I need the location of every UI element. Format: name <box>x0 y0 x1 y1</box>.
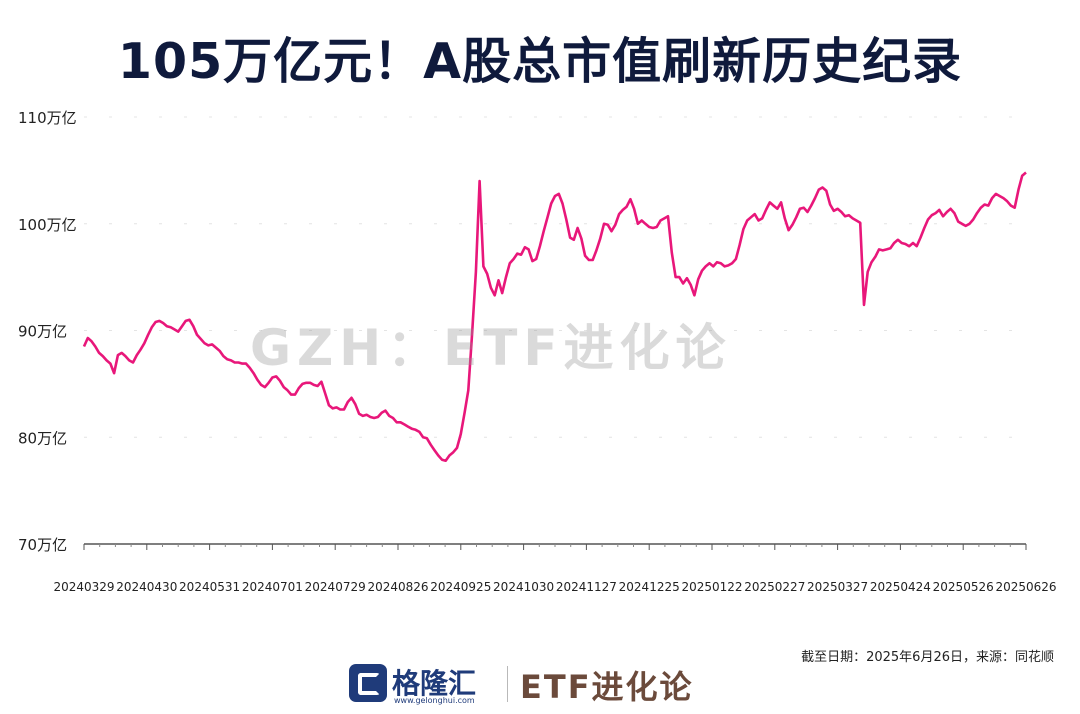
x-tick-label: 20240430 <box>116 580 177 594</box>
x-tick-label: 20240329 <box>53 580 114 594</box>
logo-name: 格隆汇 <box>392 667 477 700</box>
gelonghui-logo-icon <box>349 664 387 702</box>
footer-divider <box>507 666 508 702</box>
x-tick-label: 20250122 <box>681 580 742 594</box>
x-tick-label: 20250626 <box>995 580 1056 594</box>
x-tick-label: 20241127 <box>556 580 617 594</box>
x-tick-label: 20240701 <box>242 580 303 594</box>
y-tick-label: 70万亿 <box>18 536 67 554</box>
x-tick-label: 20241030 <box>493 580 554 594</box>
y-axis: 70万亿 80万亿 90万亿 100万亿 110万亿 <box>18 109 77 554</box>
x-tick-label: 20250227 <box>744 580 805 594</box>
x-tick-label: 20240729 <box>305 580 366 594</box>
chart-grid <box>84 116 1026 438</box>
x-tick-label: 20240826 <box>367 580 428 594</box>
x-tick-label: 20250424 <box>870 580 931 594</box>
y-tick-label: 90万亿 <box>18 323 67 341</box>
x-tick-label: 20250526 <box>933 580 994 594</box>
watermark-text: GZH：ETF进化论 <box>250 319 732 377</box>
y-tick-label: 110万亿 <box>18 109 77 127</box>
chart-title: 105万亿元！A股总市值刷新历史纪录 <box>117 33 963 90</box>
x-tick-label: 20250327 <box>807 580 868 594</box>
x-axis: 20240329 20240430 20240531 20240701 20240729… <box>53 543 1057 594</box>
y-tick-label: 100万亿 <box>18 216 77 234</box>
market-cap-line <box>82 171 1027 462</box>
source-note: 截至日期：2025年6月26日，来源：同花顺 <box>801 650 1054 665</box>
x-tick-label: 20241225 <box>619 580 680 594</box>
x-tick-label: 20240925 <box>430 580 491 594</box>
logo-url: www.gelonghui.com <box>394 696 475 705</box>
y-tick-label: 80万亿 <box>18 429 67 447</box>
footer-branding: 格隆汇 www.gelonghui.com ETF进化论 <box>0 660 1080 710</box>
etf-brand: ETF进化论 <box>520 668 694 706</box>
x-tick-label: 20240531 <box>179 580 240 594</box>
